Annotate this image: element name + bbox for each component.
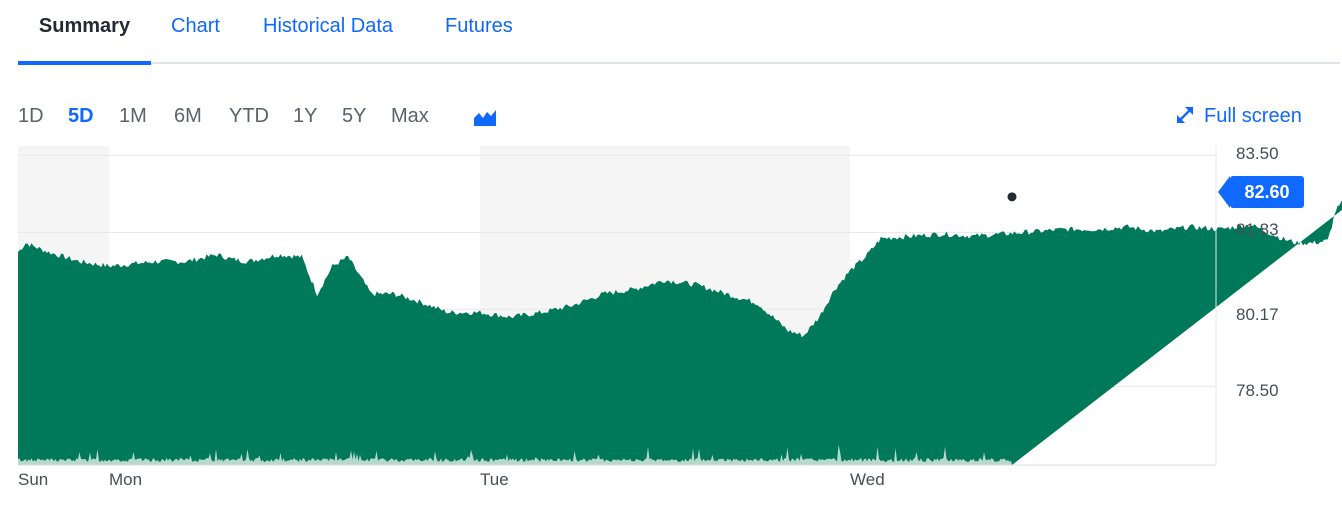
x-tick-label: Tue (480, 470, 509, 489)
x-tick-label: Wed (850, 470, 885, 489)
tab-futures[interactable]: Futures (445, 15, 513, 37)
tabs-divider (18, 62, 1340, 64)
mountain-chart-icon[interactable] (472, 106, 498, 128)
tab-historical-data[interactable]: Historical Data (263, 15, 394, 37)
x-tick-label: Sun (18, 470, 49, 489)
fullscreen-label: Full screen (1204, 105, 1302, 127)
tab-summary[interactable]: Summary (38, 15, 131, 37)
fullscreen-button[interactable]: Full screen (1174, 98, 1302, 134)
y-tick-label: 78.50 (1236, 381, 1279, 400)
expand-arrows-icon (1174, 105, 1204, 127)
quote-tabs: Summary Chart Historical Data Futures (18, 0, 1340, 64)
chart-canvas (18, 146, 1342, 466)
range-max[interactable]: Max (391, 105, 429, 127)
range-1m[interactable]: 1M (119, 105, 147, 127)
price-area (18, 200, 1342, 465)
price-chart[interactable]: 83.50 81.83 80.17 78.50 82.60 Sun Mon Tu… (0, 140, 1342, 511)
volume-area (18, 444, 1012, 465)
y-tick-label: 80.17 (1236, 305, 1279, 324)
y-tick-label: 81.83 (1236, 220, 1279, 239)
range-1d[interactable]: 1D (18, 105, 44, 127)
range-5d[interactable]: 5D (68, 105, 94, 127)
range-5y[interactable]: 5Y (342, 105, 367, 127)
x-tick-label: Mon (109, 470, 143, 489)
active-tab-indicator (18, 61, 151, 65)
last-price-badge: 82.60 (1218, 176, 1304, 208)
range-6m[interactable]: 6M (174, 105, 202, 127)
range-1y[interactable]: 1Y (293, 105, 318, 127)
price-area-path (18, 200, 1342, 465)
tab-chart[interactable]: Chart (171, 15, 220, 37)
range-ytd[interactable]: YTD (229, 105, 269, 127)
last-price-marker (1007, 192, 1017, 202)
y-tick-label: 83.50 (1236, 144, 1279, 163)
